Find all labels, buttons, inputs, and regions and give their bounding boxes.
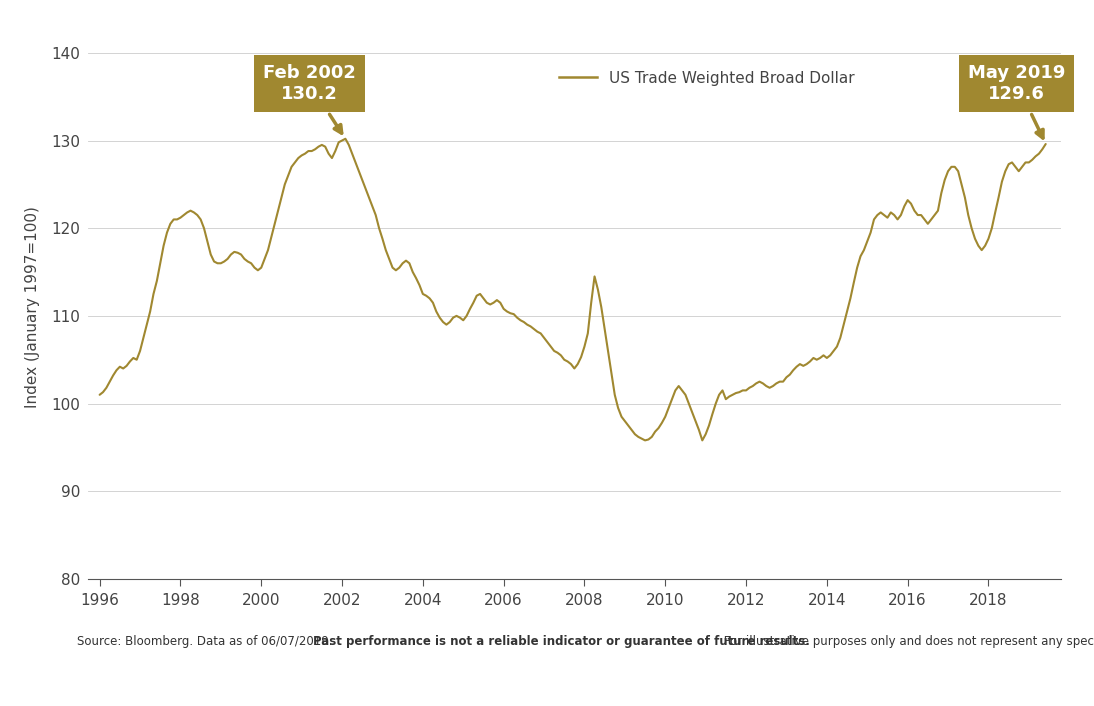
Y-axis label: Index (January 1997=100): Index (January 1997=100) [25,206,40,408]
Text: For illustrative purposes only and does not represent any specific portfolio man: For illustrative purposes only and does … [720,635,1094,648]
Text: Feb 2002
130.2: Feb 2002 130.2 [264,64,357,133]
Legend: US Trade Weighted Broad Dollar: US Trade Weighted Broad Dollar [552,65,861,92]
Text: May 2019
129.6: May 2019 129.6 [968,64,1066,138]
Text: Source: Bloomberg. Data as of 06/07/2019.: Source: Bloomberg. Data as of 06/07/2019… [77,635,336,648]
Text: Past performance is not a reliable indicator or guarantee of future results.: Past performance is not a reliable indic… [313,635,810,648]
